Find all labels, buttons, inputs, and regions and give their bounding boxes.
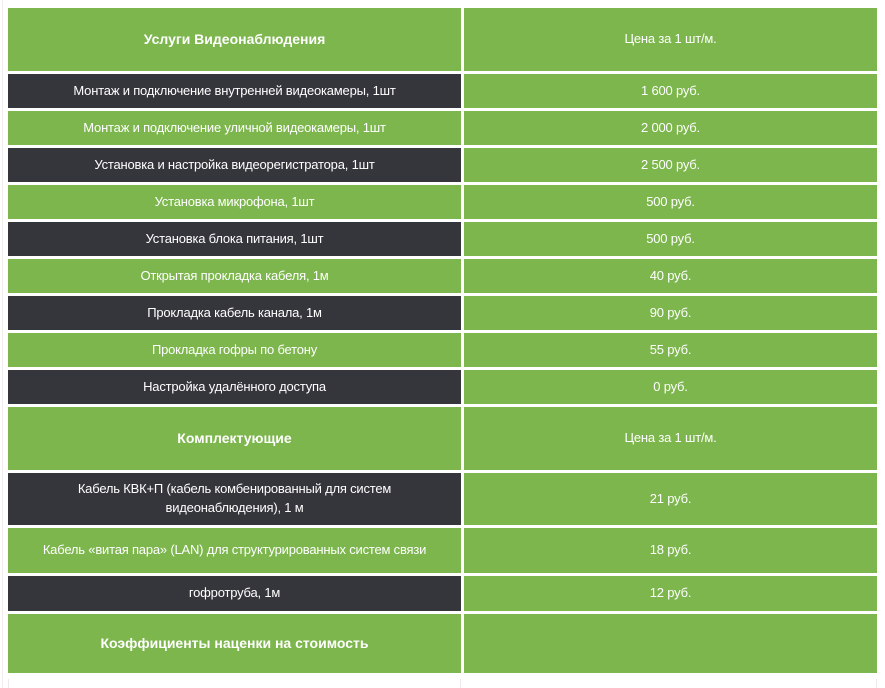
table-row: Установка микрофона, 1шт 500 руб.: [8, 185, 877, 219]
price-cell: 0 руб.: [464, 370, 877, 404]
service-cell: Установка блока питания, 1шт: [8, 222, 461, 256]
table-row: Монтаж и подключение внутренней видеокам…: [8, 74, 877, 108]
service-cell: Кабель «витая пара» (LAN) для структурир…: [8, 528, 461, 573]
section-header-row-services: Услуги Видеонаблюдения Цена за 1 шт/м.: [8, 8, 877, 71]
service-cell: Кабель КВК+П (кабель комбенированный для…: [8, 473, 461, 525]
price-cell: 55 руб.: [464, 333, 877, 367]
section-title-cell: Коэффициенты наценки на стоимость: [8, 614, 461, 673]
table-row: Прокладка кабель канала, 1м 90 руб.: [8, 296, 877, 330]
cutoff-right-cell: [464, 679, 877, 688]
section-header-row-components: Комплектующие Цена за 1 шт/м.: [8, 407, 877, 470]
service-cell: Открытая прокладка кабеля, 1м: [8, 259, 461, 293]
table-row: Установка блока питания, 1шт 500 руб.: [8, 222, 877, 256]
table-row: Монтаж и подключение уличной видеокамеры…: [8, 111, 877, 145]
next-row-cutoff: [8, 679, 877, 688]
service-cell: Прокладка гофры по бетону: [8, 333, 461, 367]
price-cell: 12 руб.: [464, 576, 877, 611]
cutoff-left-cell: [8, 679, 461, 688]
price-cell: 2 500 руб.: [464, 148, 877, 182]
price-header-cell: Цена за 1 шт/м.: [464, 407, 877, 470]
service-cell: Установка микрофона, 1шт: [8, 185, 461, 219]
price-cell: 18 руб.: [464, 528, 877, 573]
table-row: Прокладка гофры по бетону 55 руб.: [8, 333, 877, 367]
table-row: Настройка удалённого доступа 0 руб.: [8, 370, 877, 404]
section-title-cell: Услуги Видеонаблюдения: [8, 8, 461, 71]
table-row: Кабель КВК+П (кабель комбенированный для…: [8, 473, 877, 525]
price-cell: 90 руб.: [464, 296, 877, 330]
table-row: Кабель «витая пара» (LAN) для структурир…: [8, 528, 877, 573]
service-cell: Прокладка кабель канала, 1м: [8, 296, 461, 330]
service-cell: Монтаж и подключение внутренней видеокам…: [8, 74, 461, 108]
service-cell: Установка и настройка видеорегистратора,…: [8, 148, 461, 182]
pricing-table: Услуги Видеонаблюдения Цена за 1 шт/м. М…: [8, 8, 877, 688]
price-cell: 1 600 руб.: [464, 74, 877, 108]
table-row: гофротруба, 1м 12 руб.: [8, 576, 877, 611]
section-header-row-coefficients: Коэффициенты наценки на стоимость: [8, 614, 877, 673]
price-cell: 2 000 руб.: [464, 111, 877, 145]
price-header-cell: Цена за 1 шт/м.: [464, 8, 877, 71]
service-cell: Монтаж и подключение уличной видеокамеры…: [8, 111, 461, 145]
service-cell: Настройка удалённого доступа: [8, 370, 461, 404]
price-cell: 500 руб.: [464, 222, 877, 256]
table-row: Установка и настройка видеорегистратора,…: [8, 148, 877, 182]
price-cell: 500 руб.: [464, 185, 877, 219]
table-row: Открытая прокладка кабеля, 1м 40 руб.: [8, 259, 877, 293]
price-cell: 21 руб.: [464, 473, 877, 525]
section-title-cell: Комплектующие: [8, 407, 461, 470]
page-border-line: [2, 0, 3, 688]
price-cell: 40 руб.: [464, 259, 877, 293]
service-cell: гофротруба, 1м: [8, 576, 461, 611]
price-header-cell: [464, 614, 877, 673]
